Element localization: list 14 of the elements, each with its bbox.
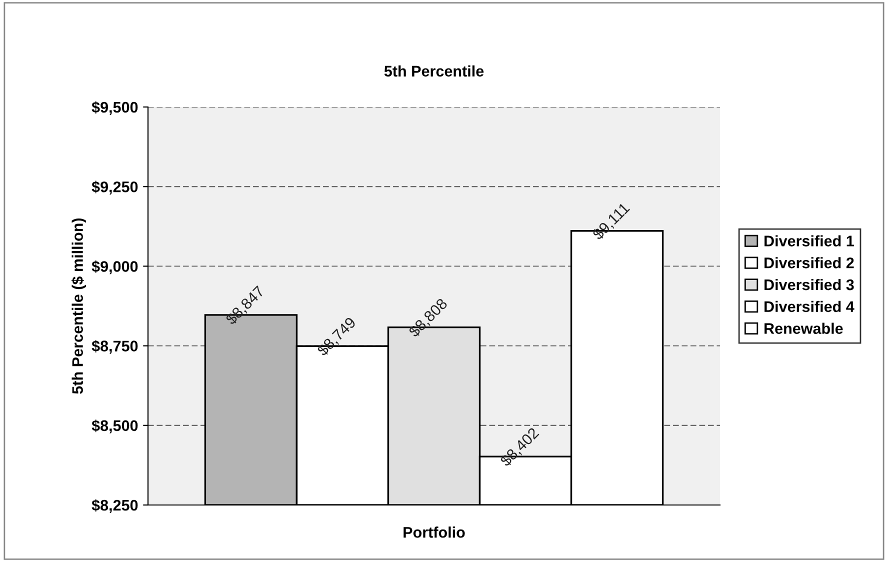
legend-label: Diversified 1 (764, 235, 854, 246)
y-tick-label: $8,250 (92, 499, 138, 513)
y-tick-label: $9,250 (92, 180, 138, 194)
legend-label: Diversified 4 (764, 300, 854, 312)
y-axis-title: 5th Percentile ($ million) (71, 218, 86, 394)
y-tick-label: $8,500 (92, 420, 138, 434)
legend-label: Diversified 3 (764, 278, 854, 290)
y-tick-label: $8,750 (92, 340, 138, 354)
x-axis-title: Portfolio (404, 526, 465, 538)
y-tick-label: $9,000 (92, 260, 138, 274)
legend-label: Diversified 2 (764, 257, 854, 268)
chart-title: 5th Percentile (384, 65, 484, 77)
legend-label: Renewable (764, 322, 843, 334)
y-tick-label: $9,500 (92, 101, 138, 115)
